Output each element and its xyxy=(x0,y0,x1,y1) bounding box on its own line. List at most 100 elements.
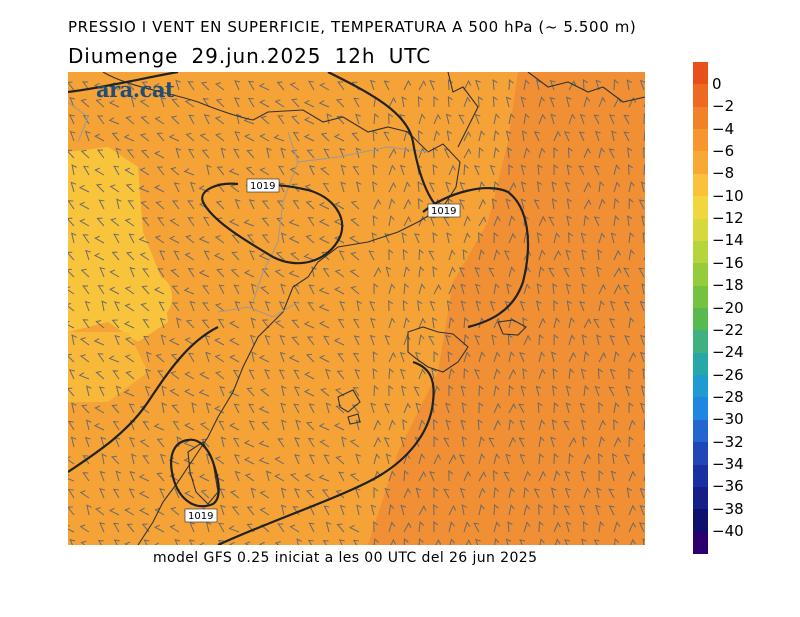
wind-barb xyxy=(114,335,121,346)
isobars xyxy=(68,72,530,545)
wind-barb xyxy=(493,470,499,482)
wind-barb xyxy=(598,96,606,108)
wind-barb xyxy=(123,134,135,142)
wind-barb xyxy=(141,523,150,533)
wind-barb xyxy=(231,251,240,261)
wind-barb xyxy=(188,114,195,125)
wind-barb xyxy=(628,435,634,448)
wind-barb xyxy=(84,130,91,142)
wind-barb xyxy=(493,215,501,227)
wind-barb xyxy=(447,351,453,363)
wind-barb xyxy=(446,130,452,142)
wind-barb xyxy=(334,286,345,295)
wind-barb xyxy=(433,96,439,108)
wind-barb xyxy=(82,234,90,244)
wind-barb xyxy=(289,473,300,482)
wind-barb xyxy=(433,453,442,465)
colorbar-segment xyxy=(693,442,708,466)
colorbar-segment xyxy=(693,151,708,175)
wind-barb xyxy=(125,251,135,261)
wind-barb xyxy=(259,388,270,397)
wind-barb xyxy=(403,402,411,414)
wind-barb xyxy=(170,167,180,176)
wind-barb xyxy=(478,130,485,142)
wind-barb xyxy=(493,231,499,244)
wind-barb xyxy=(288,235,300,244)
wind-barb xyxy=(566,198,573,210)
wind-barb xyxy=(403,147,410,159)
wind-barb xyxy=(275,251,285,261)
wind-barb xyxy=(274,541,285,545)
wind-barb xyxy=(185,132,195,142)
wind-barb xyxy=(373,384,379,397)
wind-barb xyxy=(145,351,152,363)
wind-barb xyxy=(142,268,150,278)
wind-barb xyxy=(519,352,525,363)
wind-barb xyxy=(319,439,330,448)
wind-barb xyxy=(583,96,591,108)
colorbar-tick-label: −16 xyxy=(712,253,744,272)
wind-barb xyxy=(418,334,425,346)
wind-barb xyxy=(246,149,255,159)
isobar-labels: 1019 1019 1019 xyxy=(184,178,461,523)
wind-barb xyxy=(156,438,165,448)
wind-barb xyxy=(399,164,406,176)
wind-barb xyxy=(280,283,286,295)
wind-barb xyxy=(124,507,135,516)
wind-barb xyxy=(229,490,240,499)
wind-barb xyxy=(565,521,572,533)
wind-barb xyxy=(138,185,150,193)
wind-barb xyxy=(519,419,526,431)
wind-barb xyxy=(593,216,600,227)
wind-barb xyxy=(68,268,75,278)
wind-barb xyxy=(350,285,360,295)
wind-barb xyxy=(100,436,106,448)
wind-barb xyxy=(307,539,315,545)
wind-barb xyxy=(323,505,330,516)
wind-barb xyxy=(461,436,468,448)
wind-barb xyxy=(168,457,180,465)
wind-barb xyxy=(234,131,241,142)
wind-barb xyxy=(538,249,546,261)
wind-barb xyxy=(568,368,575,380)
wind-barb xyxy=(69,97,75,108)
wind-barb xyxy=(353,335,360,346)
wind-barb xyxy=(123,389,135,397)
wind-barb xyxy=(339,504,346,516)
wind-barb xyxy=(553,300,559,312)
wind-barb xyxy=(333,337,345,346)
wind-barb xyxy=(537,164,543,176)
wind-barb xyxy=(95,98,105,108)
wind-barb xyxy=(628,351,637,363)
wind-barb xyxy=(566,215,572,227)
wind-barb xyxy=(598,147,605,159)
wind-barb xyxy=(433,419,438,431)
wind-barb xyxy=(477,96,483,108)
wind-barb xyxy=(86,504,92,516)
wind-barb xyxy=(305,421,315,431)
wind-barb xyxy=(325,402,332,414)
wind-barb xyxy=(323,335,330,346)
colorbar-segment xyxy=(693,62,708,85)
wind-barb xyxy=(564,487,571,499)
wind-barb xyxy=(154,524,165,533)
wind-barb xyxy=(443,216,450,227)
wind-barb xyxy=(505,453,511,465)
wind-barb xyxy=(598,419,606,431)
wind-barb xyxy=(113,539,120,545)
wind-barb xyxy=(399,351,406,363)
wind-barb xyxy=(403,282,409,295)
wind-barb xyxy=(116,198,122,210)
wind-barb xyxy=(463,367,469,380)
wind-barb xyxy=(173,250,180,261)
wind-barb xyxy=(598,283,607,295)
wind-barb xyxy=(139,99,150,108)
wind-barb xyxy=(198,473,210,482)
wind-barb xyxy=(318,201,330,210)
wind-barb xyxy=(307,217,315,227)
wind-barb xyxy=(294,437,300,448)
wind-barb xyxy=(258,354,270,363)
wind-barb xyxy=(142,319,150,329)
wind-barb xyxy=(493,283,500,295)
wind-barb xyxy=(446,232,452,244)
